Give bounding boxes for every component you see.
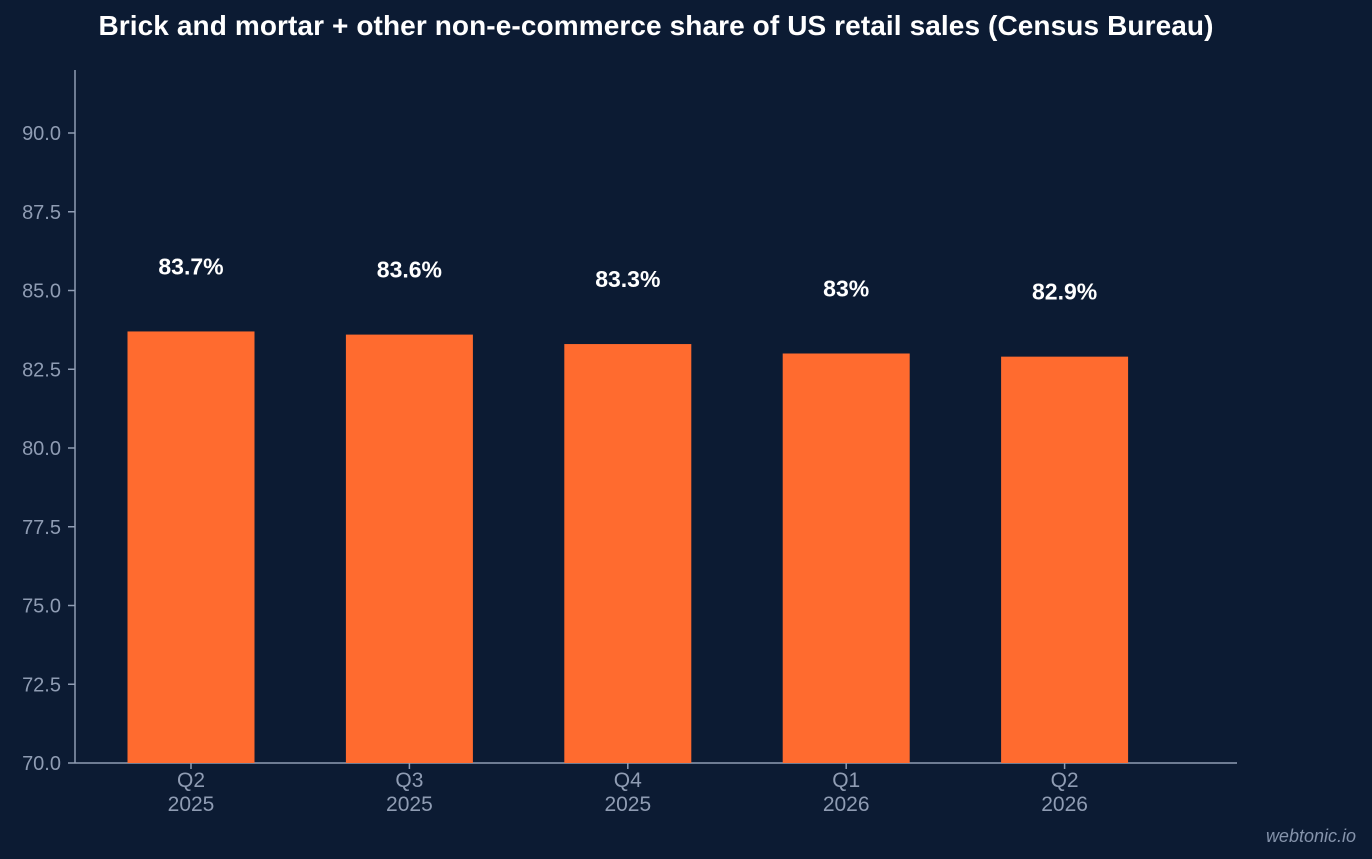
x-tick-label-quarter: Q2 (1051, 769, 1079, 792)
x-tick-label-year: 2025 (604, 793, 651, 816)
y-tick-label: 72.5 (22, 674, 61, 696)
y-tick-label: 90.0 (22, 123, 61, 145)
y-tick-label: 85.0 (22, 281, 61, 303)
bar (1001, 356, 1129, 763)
y-tick-label: 87.5 (22, 202, 61, 224)
watermark: webtonic.io (1265, 826, 1356, 846)
x-tick-label: Q4 2025 (604, 769, 651, 816)
x-tick-label-year: 2026 (1041, 793, 1088, 816)
y-tick-label: 82.5 (22, 359, 61, 381)
x-tick-label-year: 2025 (386, 793, 433, 816)
x-tick-label-year: 2025 (168, 793, 215, 816)
x-tick-label-quarter: Q3 (395, 769, 423, 792)
y-tick-label: 70.0 (22, 753, 61, 775)
data-label: 83.3% (595, 266, 660, 292)
x-tick-label: Q1 2026 (823, 769, 870, 816)
x-tick-label: Q2 2025 (168, 769, 215, 816)
bar (127, 331, 255, 763)
x-tick-label-quarter: Q4 (614, 769, 642, 792)
x-tick-label: Q3 2025 (386, 769, 433, 816)
x-tick-label-quarter: Q2 (177, 769, 205, 792)
data-labels-group: 83.7% 83.6% 83.3% 83% 82.9% (158, 253, 1097, 304)
y-tick-label: 77.5 (22, 517, 61, 539)
chart-title: Brick and mortar + other non-e-commerce … (98, 10, 1214, 41)
bar (782, 353, 910, 763)
x-tick-label: Q2 2026 (1041, 769, 1088, 816)
data-label: 83.7% (158, 253, 223, 279)
data-label: 83% (823, 276, 869, 302)
data-label: 82.9% (1032, 279, 1097, 305)
bar (564, 344, 692, 763)
x-tick-label-year: 2026 (823, 793, 870, 816)
bars-group (127, 331, 1129, 763)
y-tick-label: 75.0 (22, 596, 61, 618)
bar (345, 334, 473, 763)
y-axis: 70.0 72.5 75.0 77.5 80.0 82.5 85.0 87.5 90.0 (22, 70, 76, 775)
x-tick-label-quarter: Q1 (832, 769, 860, 792)
data-label: 83.6% (377, 257, 442, 283)
y-tick-label: 80.0 (22, 438, 61, 460)
